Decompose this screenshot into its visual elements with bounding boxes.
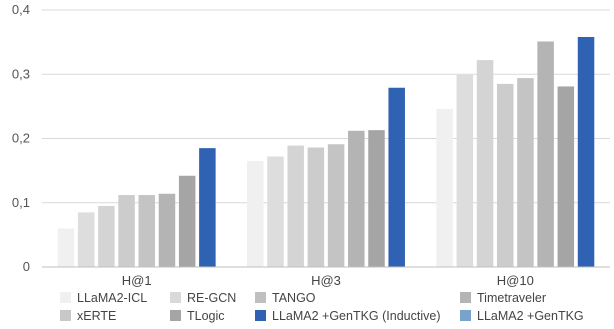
bar [178,175,196,267]
legend-swatch [60,310,71,321]
bar [517,78,534,267]
legend-label: xERTE [77,309,116,323]
legend-swatch [60,292,71,303]
bar [537,41,554,267]
legend-label: Timetraveler [477,291,546,305]
bar [327,144,345,267]
bar [436,108,453,267]
legend-swatch [460,292,471,303]
bars [57,36,595,268]
bar [57,228,75,267]
legend-swatch [255,310,266,321]
bar [557,86,575,268]
bar [388,87,405,268]
y-tick-label: 0,2 [12,131,30,146]
bar [287,145,304,267]
legend: LLaMA2-ICL RE-GCN TANGO Timetraveler xERTE TL… [60,291,584,323]
bar [577,36,595,267]
legend-swatch [170,292,181,303]
bar [199,148,216,267]
bar [456,74,474,267]
bar [267,156,284,267]
legend-swatch [460,310,471,321]
x-tick-label: H@1 [122,273,152,288]
legend-label: LLaMA2-ICL [77,291,147,305]
legend-label: LLaMA2 +GenTKG [477,309,584,323]
bar [158,193,176,267]
legend-label: RE-GCN [187,291,236,305]
x-axis-tick-labels: H@1 H@3 H@10 [122,273,534,288]
bar [138,195,156,267]
legend-swatch [255,292,266,303]
bar [348,130,365,267]
y-tick-label: 0,3 [12,66,30,81]
y-tick-label: 0,1 [12,195,30,210]
y-tick-label: 0,4 [12,2,30,17]
bar [307,147,325,267]
legend-label: TLogic [187,309,225,323]
y-axis-tick-labels: 0 0,1 0,2 0,3 0,4 [12,2,30,274]
bar [98,205,115,267]
bar [77,212,95,267]
legend-swatch [170,310,181,321]
bar [247,160,264,267]
x-tick-label: H@10 [497,273,534,288]
gridlines [42,9,610,204]
bar [368,130,385,267]
y-tick-label: 0 [23,259,30,274]
x-tick-label: H@3 [311,273,341,288]
legend-label: TANGO [272,291,316,305]
legend-label: LLaMA2 +GenTKG (Inductive) [272,309,440,323]
bar [118,195,135,267]
bar [476,60,494,267]
bar [496,83,514,267]
